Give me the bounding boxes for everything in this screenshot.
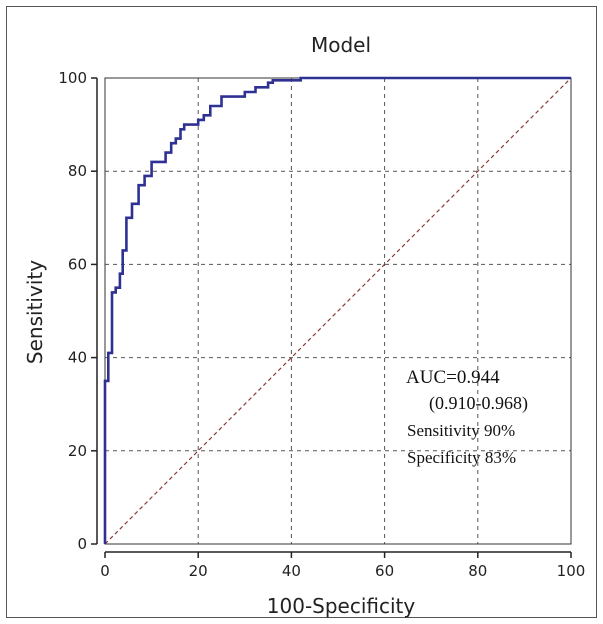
x-tick-label: 40	[282, 562, 301, 580]
x-tick-label: 60	[375, 562, 394, 580]
x-tick-label: 0	[100, 562, 110, 580]
roc-chart: Model 0 20 40 60 80 100 0 20 40 60 80 100 100-Speci…	[23, 33, 585, 618]
x-tick-label: 80	[468, 562, 487, 580]
annotation-specificity: Specificity 83%	[407, 448, 516, 467]
annotation-sensitivity: Sensitivity 90%	[407, 421, 515, 440]
axis-ticks: 0 20 40 60 80 100 0 20 40 60 80 100	[58, 69, 585, 580]
x-tick-label: 20	[189, 562, 208, 580]
auc-annotation: AUC=0.944 (0.910-0.968) Sensitivity 90% …	[406, 367, 528, 467]
reference-diagonal-line	[104, 77, 572, 545]
y-axis-label: Sensitivity	[23, 260, 47, 364]
roc-curve-line	[103, 76, 571, 544]
y-tick-label: 40	[68, 349, 87, 367]
chart-frame: Model 0 20 40 60 80 100 0 20 40 60 80 100 100-Speci…	[6, 6, 597, 618]
grid-lines	[105, 78, 571, 544]
annotation-auc: AUC=0.944	[406, 367, 500, 388]
chart-title: Model	[311, 33, 371, 57]
y-tick-label: 80	[68, 162, 87, 180]
y-tick-label: 20	[68, 442, 87, 460]
y-tick-label: 60	[68, 255, 87, 273]
x-tick-label: 100	[557, 562, 586, 580]
annotation-ci: (0.910-0.968)	[429, 393, 528, 414]
y-tick-label: 100	[58, 69, 87, 87]
y-tick-label: 0	[77, 535, 87, 553]
x-axis-label: 100-Specificity	[267, 594, 416, 618]
